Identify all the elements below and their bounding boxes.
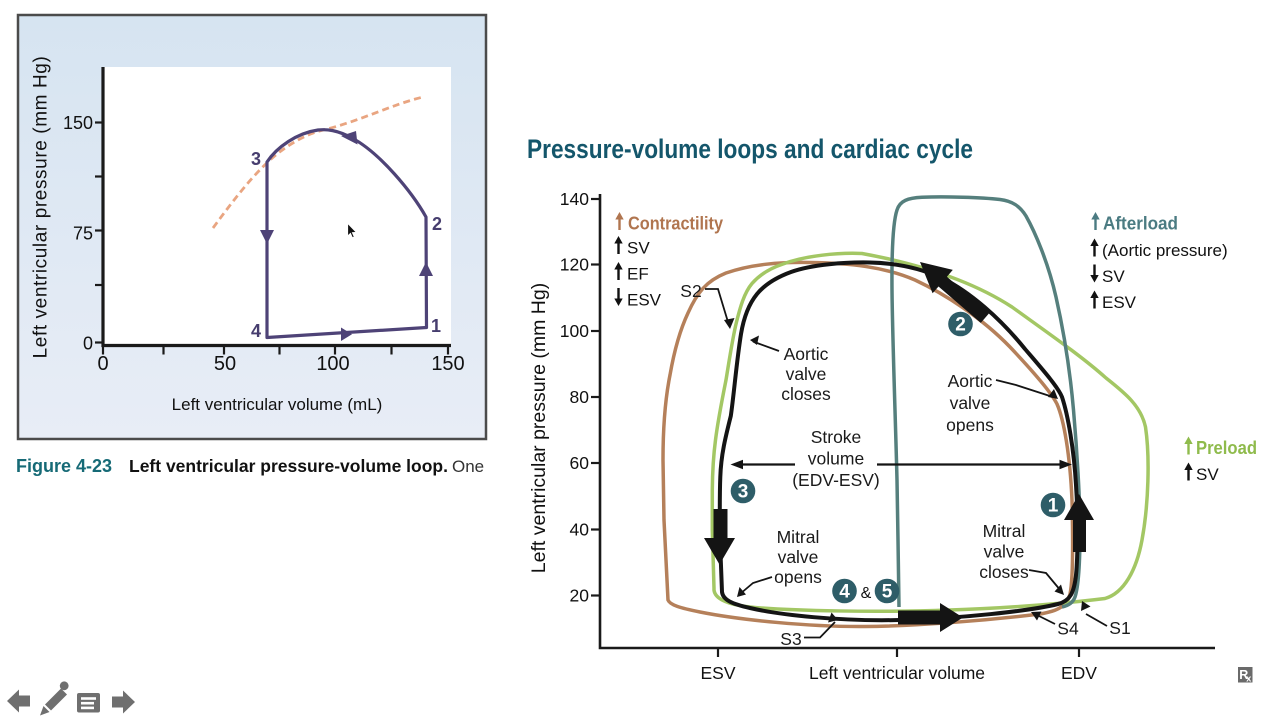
svg-text:Left ventricular pressure (mm: Left ventricular pressure (mm Hg) xyxy=(528,283,550,573)
svg-text:SV: SV xyxy=(1196,465,1219,484)
svg-text:80: 80 xyxy=(570,387,590,407)
svg-text:0: 0 xyxy=(83,334,93,354)
svg-text:Left ventricular volume: Left ventricular volume xyxy=(809,663,985,683)
svg-text:Stroke: Stroke xyxy=(811,427,862,447)
svg-text:4: 4 xyxy=(251,321,261,341)
svg-text:(Aortic pressure): (Aortic pressure) xyxy=(1102,241,1228,260)
svg-text:S1: S1 xyxy=(1109,618,1130,638)
svg-text:Left ventricular volume (mL): Left ventricular volume (mL) xyxy=(172,395,383,414)
svg-text:valve: valve xyxy=(984,542,1025,562)
svg-text:&: & xyxy=(861,585,872,602)
svg-text:S4: S4 xyxy=(1057,619,1079,639)
svg-text:ESV: ESV xyxy=(1102,293,1137,312)
svg-text:closes: closes xyxy=(781,384,831,404)
svg-text:Preload: Preload xyxy=(1196,438,1257,458)
svg-text:EDV: EDV xyxy=(1061,663,1097,683)
svg-text:20: 20 xyxy=(570,586,590,606)
svg-text:Aortic: Aortic xyxy=(784,344,829,364)
svg-text:100: 100 xyxy=(316,353,349,375)
svg-text:One: One xyxy=(452,457,484,476)
svg-text:ESV: ESV xyxy=(627,291,662,310)
svg-text:valve: valve xyxy=(786,364,827,384)
svg-text:Pressure-volume loops and card: Pressure-volume loops and cardiac cycle xyxy=(527,134,973,164)
svg-text:100: 100 xyxy=(560,321,589,341)
svg-text:150: 150 xyxy=(63,113,93,133)
svg-text:3: 3 xyxy=(251,149,261,169)
svg-text:3: 3 xyxy=(738,482,749,503)
svg-text:Contractility: Contractility xyxy=(628,214,723,234)
svg-text:R: R xyxy=(1239,668,1248,682)
svg-text:valve: valve xyxy=(950,393,991,413)
svg-text:EF: EF xyxy=(627,265,649,284)
svg-text:Figure 4-23: Figure 4-23 xyxy=(16,456,112,476)
svg-text:Afterload: Afterload xyxy=(1103,214,1178,234)
svg-text:opens: opens xyxy=(946,415,994,435)
svg-text:closes: closes xyxy=(979,562,1029,582)
svg-text:120: 120 xyxy=(560,255,589,275)
svg-text:volume: volume xyxy=(808,449,864,469)
svg-text:150: 150 xyxy=(431,353,464,375)
svg-text:opens: opens xyxy=(774,567,822,587)
svg-text:Aortic: Aortic xyxy=(948,371,993,391)
svg-text:SV: SV xyxy=(1102,267,1125,286)
svg-text:40: 40 xyxy=(570,520,590,540)
svg-text:5: 5 xyxy=(882,582,893,603)
svg-text:50: 50 xyxy=(214,353,236,375)
svg-text:S3: S3 xyxy=(780,629,801,649)
svg-text:0: 0 xyxy=(97,353,108,375)
svg-text:1: 1 xyxy=(1048,496,1059,517)
svg-text:140: 140 xyxy=(560,189,589,209)
svg-text:Left ventricular pressure (mm: Left ventricular pressure (mm Hg) xyxy=(31,56,52,359)
svg-text:Left ventricular pressure-volu: Left ventricular pressure-volume loop. xyxy=(129,456,448,476)
svg-text:2: 2 xyxy=(955,315,966,336)
svg-text:valve: valve xyxy=(778,547,819,567)
svg-text:2: 2 xyxy=(432,214,442,234)
svg-text:Mitral: Mitral xyxy=(777,527,820,547)
svg-text:SV: SV xyxy=(627,239,650,258)
svg-text:75: 75 xyxy=(73,224,93,244)
svg-text:60: 60 xyxy=(570,453,590,473)
svg-text:Mitral: Mitral xyxy=(983,521,1026,541)
svg-text:x: x xyxy=(1246,674,1251,684)
svg-text:S2: S2 xyxy=(680,281,701,301)
svg-text:1: 1 xyxy=(431,316,441,336)
svg-text:(EDV-ESV): (EDV-ESV) xyxy=(792,470,880,490)
svg-text:ESV: ESV xyxy=(700,663,735,683)
svg-text:4: 4 xyxy=(839,582,850,603)
